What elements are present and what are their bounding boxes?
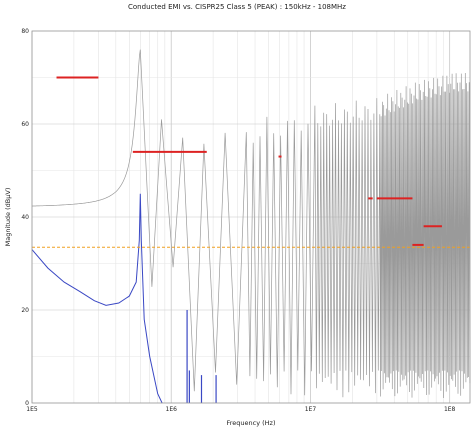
limit-lines [56,76,442,246]
y-axis-label: Magnitude (dBµV) [4,188,12,247]
x-axis-label: Frequency (Hz) [226,419,275,427]
y-tick-label: 80 [21,28,29,35]
y-tick-label: 20 [21,307,29,314]
chart-title: Conducted EMI vs. CISPR25 Class 5 (PEAK)… [128,3,346,11]
y-tick-label: 40 [21,214,29,221]
plot-frame [31,30,471,404]
x-tick-label: 1E7 [305,406,317,413]
x-tick-label: 1E6 [166,406,178,413]
blue-series-line [31,193,163,404]
x-tick-label: 1E5 [26,406,38,413]
y-tick-label: 0 [25,400,29,407]
x-tick-label: 1E8 [444,406,456,413]
grey-series-line [31,49,471,399]
data-layer [31,49,471,404]
y-tick-label: 60 [21,121,29,128]
x-axis-ticks: 1E5 1E6 1E7 1E8 [26,406,455,413]
y-axis-ticks: 0 20 40 60 80 [21,28,29,407]
